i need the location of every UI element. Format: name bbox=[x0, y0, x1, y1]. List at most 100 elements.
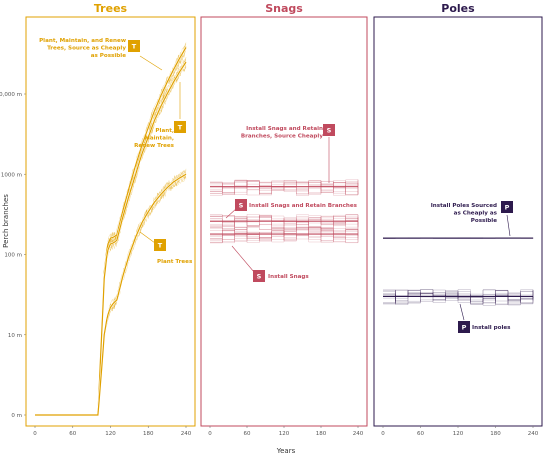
annotation-badge bbox=[501, 201, 513, 213]
annotation-line: Possible bbox=[471, 218, 497, 224]
annotation-badge-letter: S bbox=[327, 127, 332, 135]
annotation-badge-letter: T bbox=[158, 242, 163, 250]
ensemble-trace bbox=[210, 214, 359, 229]
y-tick-label: 10,000 m bbox=[0, 92, 22, 98]
x-tick-label: 0 bbox=[33, 431, 37, 437]
x-tick-label: 240 bbox=[353, 431, 364, 437]
ensemble-trace bbox=[210, 226, 359, 243]
ensemble-trace bbox=[210, 214, 359, 230]
ensemble-trace bbox=[35, 169, 187, 416]
ensemble-trace bbox=[35, 171, 187, 416]
x-axis-label: Years bbox=[276, 447, 296, 455]
annotation-badge-letter: S bbox=[257, 273, 262, 281]
annotation-badge bbox=[323, 124, 335, 136]
series-mean-line bbox=[35, 173, 187, 416]
ensemble-trace bbox=[210, 215, 359, 229]
annotation-badge bbox=[154, 239, 166, 251]
annotation-line: Install Snags and Retain Branches bbox=[249, 203, 358, 209]
series-annotation: Install poles bbox=[472, 325, 511, 331]
ensemble-trace bbox=[35, 173, 187, 416]
y-axis-label: Perch branches bbox=[2, 194, 10, 248]
annotation-line: Plant, Maintain, and Renew bbox=[39, 38, 126, 44]
series-annotation: Plant Trees bbox=[157, 259, 193, 265]
ensemble-trace bbox=[210, 226, 359, 243]
panel-frame bbox=[373, 16, 543, 427]
annotation-badge-letter: P bbox=[462, 324, 467, 332]
series-annotation: Install Snags and Retain Branches, Source… bbox=[241, 126, 324, 140]
panel-title: Poles bbox=[441, 2, 475, 15]
ensemble-trace bbox=[35, 168, 187, 416]
ensemble-trace bbox=[210, 180, 359, 196]
annotation-line: Install Poles Sourced bbox=[431, 203, 497, 209]
annotation-line: Branches, Source Cheaply bbox=[241, 134, 324, 140]
series-annotation: Plant, Maintain, and Renew Trees, Source … bbox=[39, 38, 126, 59]
ensemble-trace bbox=[35, 170, 187, 416]
annotation-badge bbox=[128, 40, 140, 52]
annotation-line: Renew Trees bbox=[134, 143, 175, 149]
ensemble-trace bbox=[210, 216, 359, 231]
panel-title: Trees bbox=[94, 2, 128, 15]
x-tick-label: 120 bbox=[453, 431, 464, 437]
x-tick-label: 120 bbox=[105, 431, 116, 437]
annotation-badge bbox=[458, 321, 470, 333]
x-tick-label: 180 bbox=[316, 431, 327, 437]
annotation-badge-letter: S bbox=[239, 202, 244, 210]
ensemble-trace bbox=[210, 227, 359, 244]
y-tick-label: 10 m bbox=[8, 333, 22, 339]
ensemble-trace bbox=[210, 180, 359, 195]
annotation-badge-letter: T bbox=[132, 43, 137, 51]
annotation-leader bbox=[231, 245, 255, 273]
x-tick-label: 120 bbox=[279, 431, 290, 437]
ensemble-trace bbox=[383, 289, 534, 305]
annotation-line: Plant, bbox=[155, 128, 174, 134]
annotation-leader bbox=[139, 55, 163, 71]
ensemble-trace bbox=[383, 290, 534, 305]
x-tick-label: 240 bbox=[528, 431, 539, 437]
y-tick-label: 1000 m bbox=[1, 172, 22, 178]
ensemble-trace bbox=[210, 217, 359, 230]
y-tick-label: 100 m bbox=[4, 253, 22, 259]
annotation-line: as Cheaply as bbox=[454, 211, 498, 217]
ensemble-trace bbox=[210, 226, 359, 240]
x-tick-label: 0 bbox=[381, 431, 385, 437]
annotation-badge-letter: P bbox=[505, 204, 510, 212]
ensemble-trace bbox=[383, 290, 534, 304]
ensemble-trace bbox=[210, 179, 359, 195]
ensemble-trace bbox=[210, 179, 359, 196]
ensemble-trace bbox=[383, 289, 534, 305]
ensemble-trace bbox=[210, 179, 359, 196]
x-tick-label: 60 bbox=[417, 431, 424, 437]
ensemble-trace bbox=[210, 181, 359, 196]
ensemble-trace bbox=[210, 227, 359, 244]
x-tick-label: 180 bbox=[143, 431, 154, 437]
annotation-line: Install Snags and Retain bbox=[246, 126, 323, 132]
annotation-leader bbox=[139, 231, 156, 244]
x-tick-label: 60 bbox=[69, 431, 76, 437]
x-tick-label: 240 bbox=[181, 431, 192, 437]
annotation-line: Install poles bbox=[472, 325, 511, 331]
y-tick-label: 0 m bbox=[11, 413, 22, 419]
ensemble-trace bbox=[35, 174, 187, 416]
ensemble-trace bbox=[383, 292, 534, 306]
annotation-badge-letter: T bbox=[178, 124, 183, 132]
x-tick-label: 180 bbox=[490, 431, 501, 437]
ensemble-trace bbox=[35, 170, 187, 416]
ensemble-trace bbox=[210, 216, 359, 228]
panel-title: Snags bbox=[265, 2, 303, 15]
ensemble-trace bbox=[35, 173, 187, 416]
series-halo bbox=[35, 173, 187, 417]
annotation-line: Plant Trees bbox=[157, 259, 193, 265]
x-tick-label: 0 bbox=[208, 431, 212, 437]
ensemble-trace bbox=[210, 216, 359, 230]
annotation-line: Trees, Source as Cheaply bbox=[47, 46, 126, 52]
annotation-badge bbox=[253, 270, 265, 282]
ensemble-trace bbox=[383, 289, 534, 306]
annotation-line: Maintain, bbox=[144, 136, 174, 142]
annotation-line: Install Snags bbox=[268, 274, 309, 280]
ensemble-trace bbox=[210, 214, 359, 230]
ensemble-trace bbox=[210, 214, 359, 231]
ensemble-trace bbox=[383, 291, 534, 304]
annotation-badge bbox=[174, 121, 186, 133]
ensemble-trace bbox=[210, 227, 359, 242]
